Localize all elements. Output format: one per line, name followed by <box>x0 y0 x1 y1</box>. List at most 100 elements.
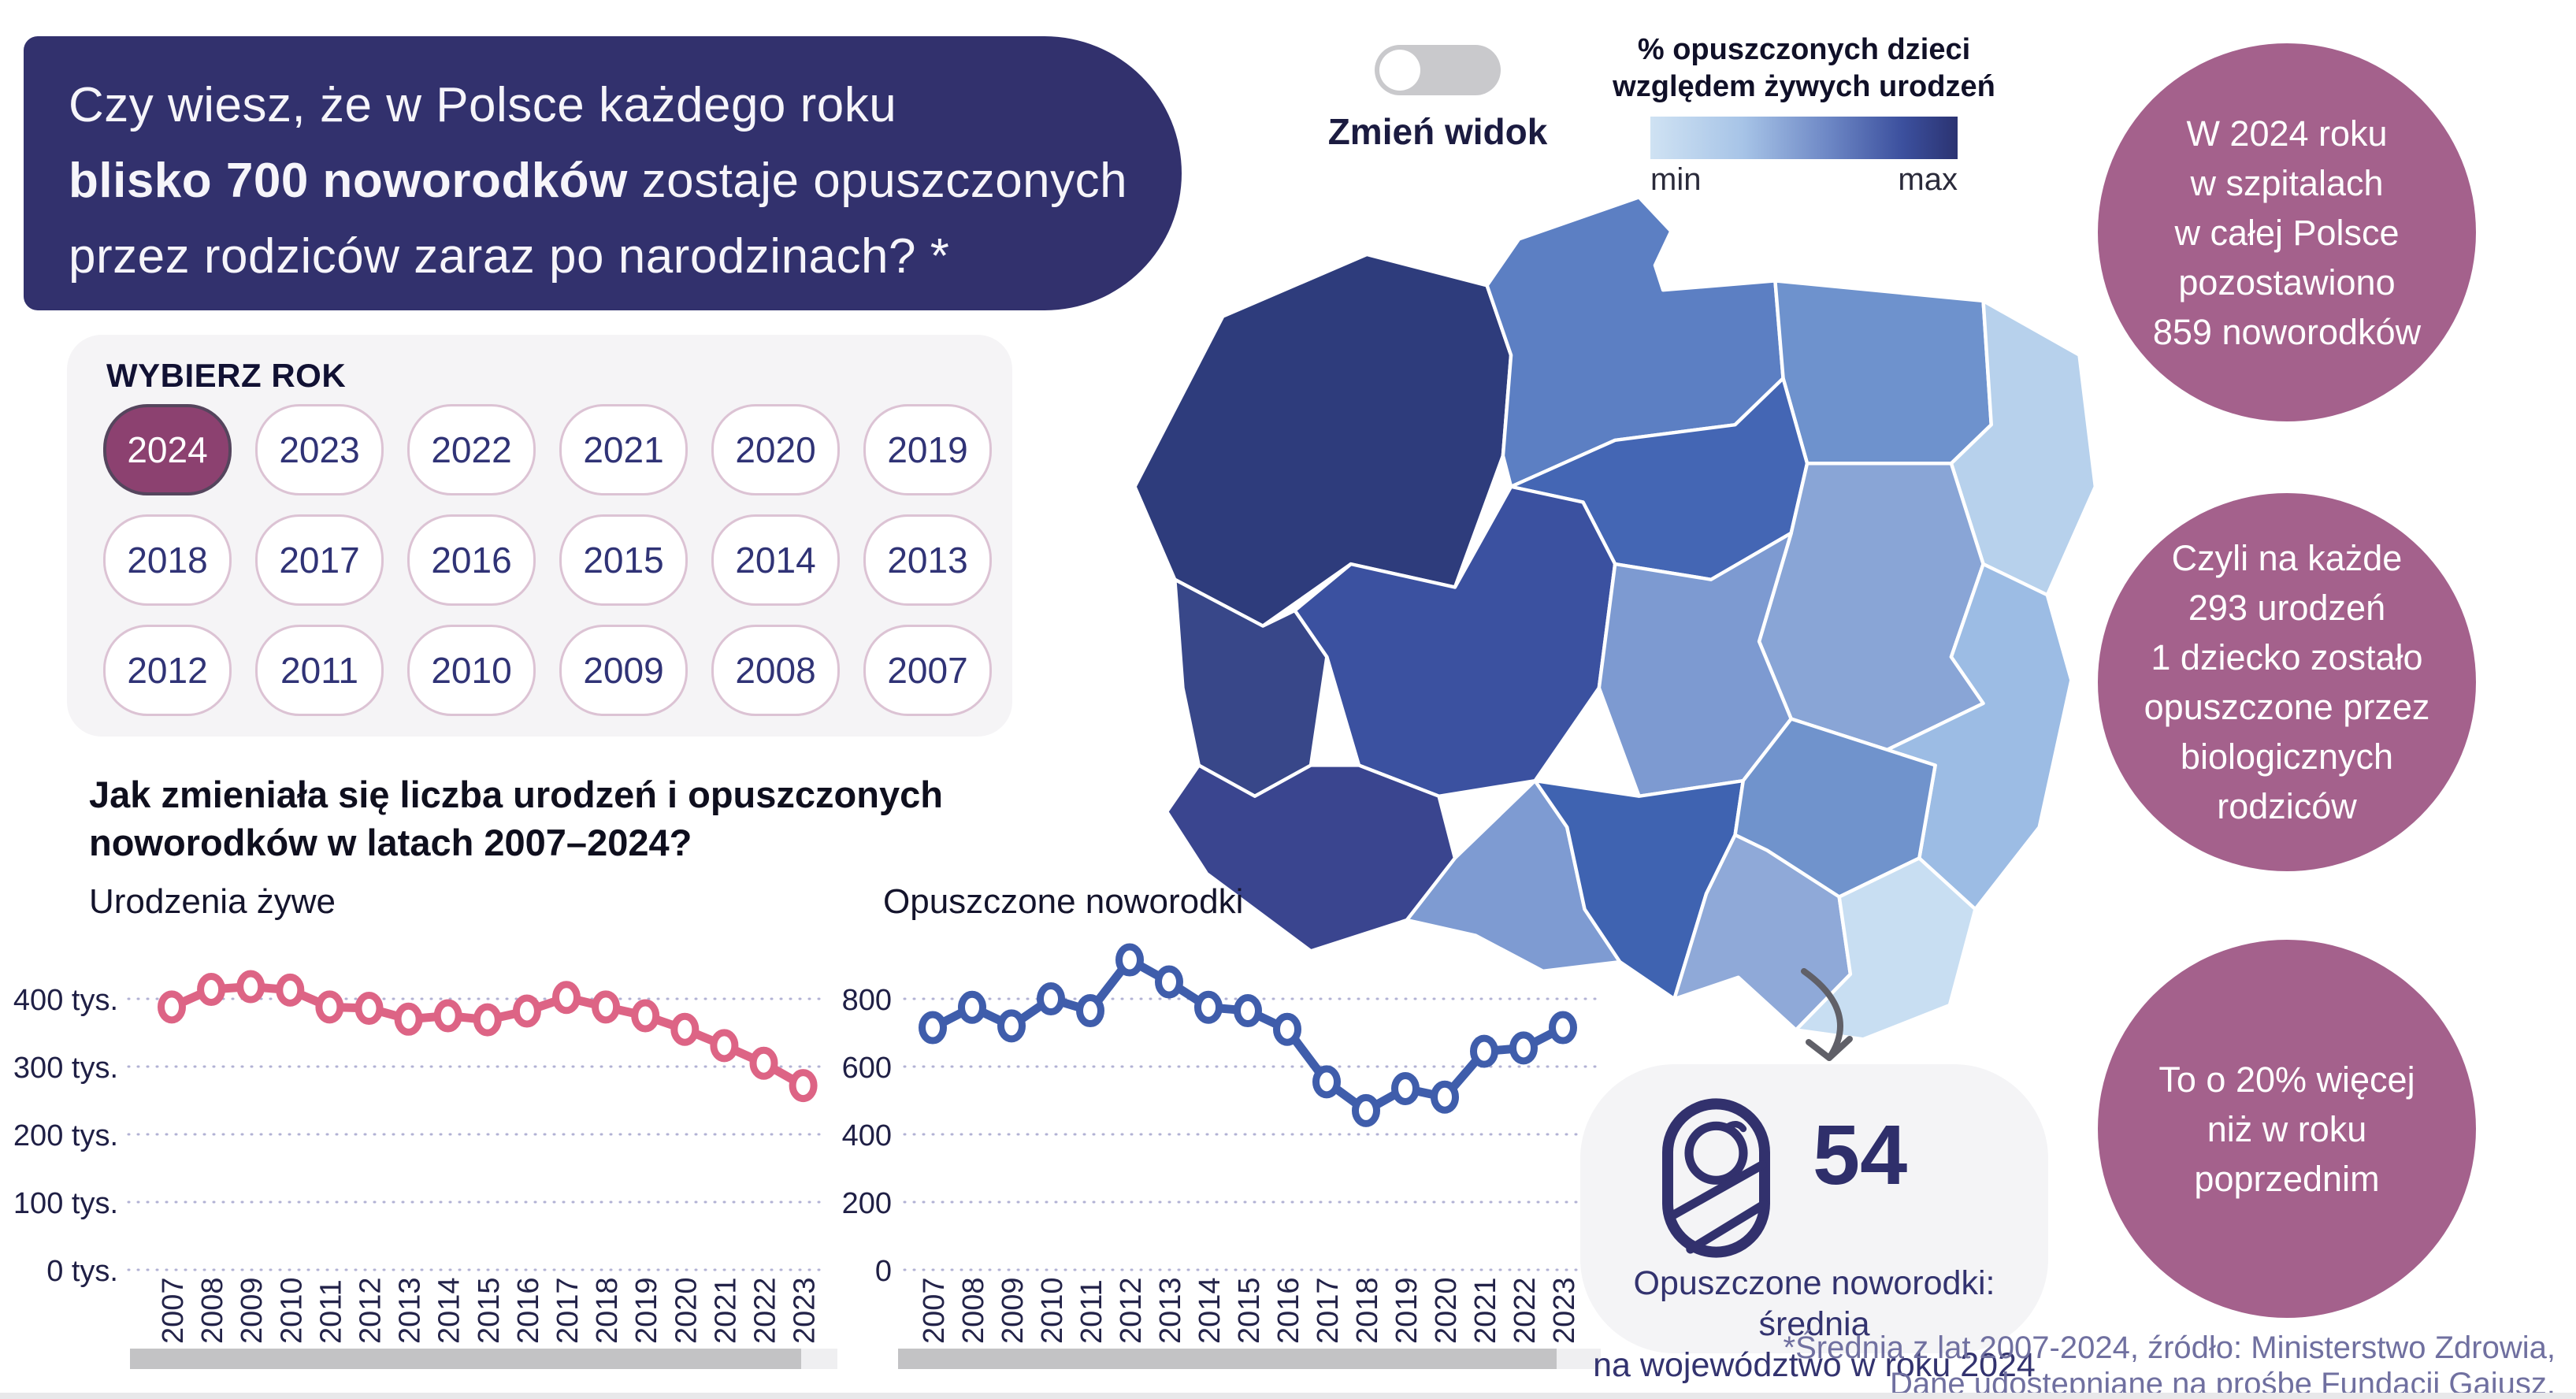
intro-text: Czy wiesz, że w Polsce każdego roku blis… <box>69 68 1127 295</box>
y-tick-label: 400 tys. <box>13 984 118 1017</box>
stat-circle-line: 1 dziecko zostało <box>2151 637 2423 677</box>
data-point-marker <box>354 992 384 1026</box>
x-tick-label: 2007 <box>918 1277 951 1344</box>
y-tick-label: 300 tys. <box>13 1052 118 1085</box>
year-button-2024[interactable]: 2024 <box>103 404 232 495</box>
data-point-marker <box>749 1046 778 1080</box>
year-button-2014[interactable]: 2014 <box>711 514 840 606</box>
year-button-2013[interactable]: 2013 <box>863 514 992 606</box>
stat-circle-line: niż w roku <box>2207 1108 2367 1149</box>
x-tick-label: 2010 <box>275 1277 308 1344</box>
births-chart-scrollbar[interactable] <box>130 1349 837 1369</box>
data-point-marker <box>710 1029 739 1063</box>
x-tick-label: 2016 <box>512 1277 545 1344</box>
data-point-marker <box>473 1003 502 1037</box>
x-tick-label: 2020 <box>670 1277 703 1344</box>
poland-choropleth-map <box>1133 195 2098 1041</box>
x-tick-label: 2011 <box>314 1279 347 1344</box>
year-button-2021[interactable]: 2021 <box>559 404 688 495</box>
year-buttons-grid: 2024 2023 2022 2021 2020 2019 2018 2017 2016 2015… <box>103 404 992 716</box>
data-point-marker <box>236 970 265 1004</box>
stat-circle-line: pozostawiono <box>2178 262 2396 302</box>
year-button-2008[interactable]: 2008 <box>711 625 840 716</box>
x-tick-label: 2019 <box>1390 1277 1423 1344</box>
map-region-podkarpackie[interactable] <box>1794 856 1977 1041</box>
year-button-2007[interactable]: 2007 <box>863 625 992 716</box>
data-point-marker <box>315 990 344 1024</box>
y-tick-label: 0 tys. <box>46 1255 118 1288</box>
map-legend: % opuszczonych dzieci względem żywych ur… <box>1607 32 2001 198</box>
year-button-2022[interactable]: 2022 <box>407 404 536 495</box>
abandoned-chart-scrollbar-thumb[interactable] <box>898 1349 1557 1369</box>
year-button-2009[interactable]: 2009 <box>559 625 688 716</box>
x-tick-label: 2023 <box>789 1277 822 1344</box>
average-card: 54 Opuszczone noworodki: średnia na woje… <box>1580 1064 2048 1384</box>
year-button-2023[interactable]: 2023 <box>255 404 384 495</box>
year-button-2020[interactable]: 2020 <box>711 404 840 495</box>
year-button-2019[interactable]: 2019 <box>863 404 992 495</box>
view-toggle-label: Zmień widok <box>1327 111 1548 152</box>
stat-circle-trend: To o 20% więcej niż w roku poprzednim <box>2098 940 2476 1318</box>
section-title: Jak zmieniała się liczba urodzeń i opusz… <box>89 774 943 863</box>
x-tick-label: 2021 <box>709 1277 742 1344</box>
x-tick-label: 2015 <box>1233 1277 1266 1344</box>
y-tick-label: 200 tys. <box>13 1119 118 1152</box>
view-toggle[interactable] <box>1375 45 1501 95</box>
x-tick-label: 2023 <box>1548 1277 1581 1344</box>
x-tick-label: 2013 <box>394 1277 427 1344</box>
data-point-marker <box>1273 1012 1301 1046</box>
data-point-marker <box>433 999 462 1033</box>
stat-circle-line: w całej Polsce <box>2174 212 2400 253</box>
data-point-marker <box>276 973 305 1007</box>
data-point-marker <box>1312 1065 1341 1099</box>
stat-circle-line: 293 urodzeń <box>2188 588 2386 628</box>
data-point-marker <box>1470 1034 1498 1068</box>
x-tick-label: 2022 <box>1509 1277 1542 1344</box>
x-tick-label: 2020 <box>1430 1277 1463 1344</box>
x-tick-label: 2021 <box>1469 1277 1502 1344</box>
y-tick-label: 800 <box>842 984 892 1017</box>
legend-gradient-bar <box>1650 117 1958 159</box>
abandoned-chart-scrollbar[interactable] <box>898 1349 1601 1369</box>
intro-banner: Czy wiesz, że w Polsce każdego roku blis… <box>24 36 1182 310</box>
stat-circle-line: 859 noworodków <box>2152 311 2422 352</box>
intro-line-3: przez rodziców zaraz po narodzinach? * <box>69 229 950 284</box>
x-tick-label: 2008 <box>957 1277 990 1344</box>
births-chart-title: Urodzenia żywe <box>89 882 336 921</box>
stat-circle-line: W 2024 roku <box>2186 113 2388 154</box>
births-chart-scrollbar-thumb[interactable] <box>130 1349 801 1369</box>
x-tick-label: 2013 <box>1154 1277 1187 1344</box>
year-button-2012[interactable]: 2012 <box>103 625 232 716</box>
data-point-marker <box>631 999 660 1033</box>
x-tick-label: 2009 <box>997 1277 1030 1344</box>
data-point-marker <box>592 990 621 1024</box>
x-tick-label: 2008 <box>196 1277 229 1344</box>
year-button-2015[interactable]: 2015 <box>559 514 688 606</box>
data-point-marker <box>958 990 986 1024</box>
year-button-2011[interactable]: 2011 <box>255 625 384 716</box>
average-value: 54 <box>1813 1107 1908 1202</box>
legend-max-label: max <box>1898 162 1958 197</box>
year-button-2017[interactable]: 2017 <box>255 514 384 606</box>
swaddled-baby-icon <box>1662 1098 1770 1258</box>
year-button-2016[interactable]: 2016 <box>407 514 536 606</box>
x-tick-label: 2016 <box>1272 1277 1305 1344</box>
data-point-marker <box>1391 1071 1420 1105</box>
legend-title-line1: % opuszczonych dzieci <box>1637 33 1971 66</box>
year-button-2010[interactable]: 2010 <box>407 625 536 716</box>
stat-circle-line: rodziców <box>2217 786 2357 826</box>
data-point-marker <box>158 990 186 1024</box>
stat-circle-total-2024: W 2024 roku w szpitalach w całej Polsce poz… <box>2098 43 2476 421</box>
year-button-2018[interactable]: 2018 <box>103 514 232 606</box>
data-point-marker <box>1115 943 1144 977</box>
bottom-divider <box>0 1393 2576 1399</box>
x-tick-label: 2022 <box>749 1277 782 1344</box>
x-tick-label: 2018 <box>591 1277 624 1344</box>
year-selector-title: WYBIERZ ROK <box>106 357 347 394</box>
x-tick-label: 2012 <box>354 1277 388 1344</box>
data-point-marker <box>1194 990 1223 1024</box>
series-line <box>928 956 1568 1115</box>
